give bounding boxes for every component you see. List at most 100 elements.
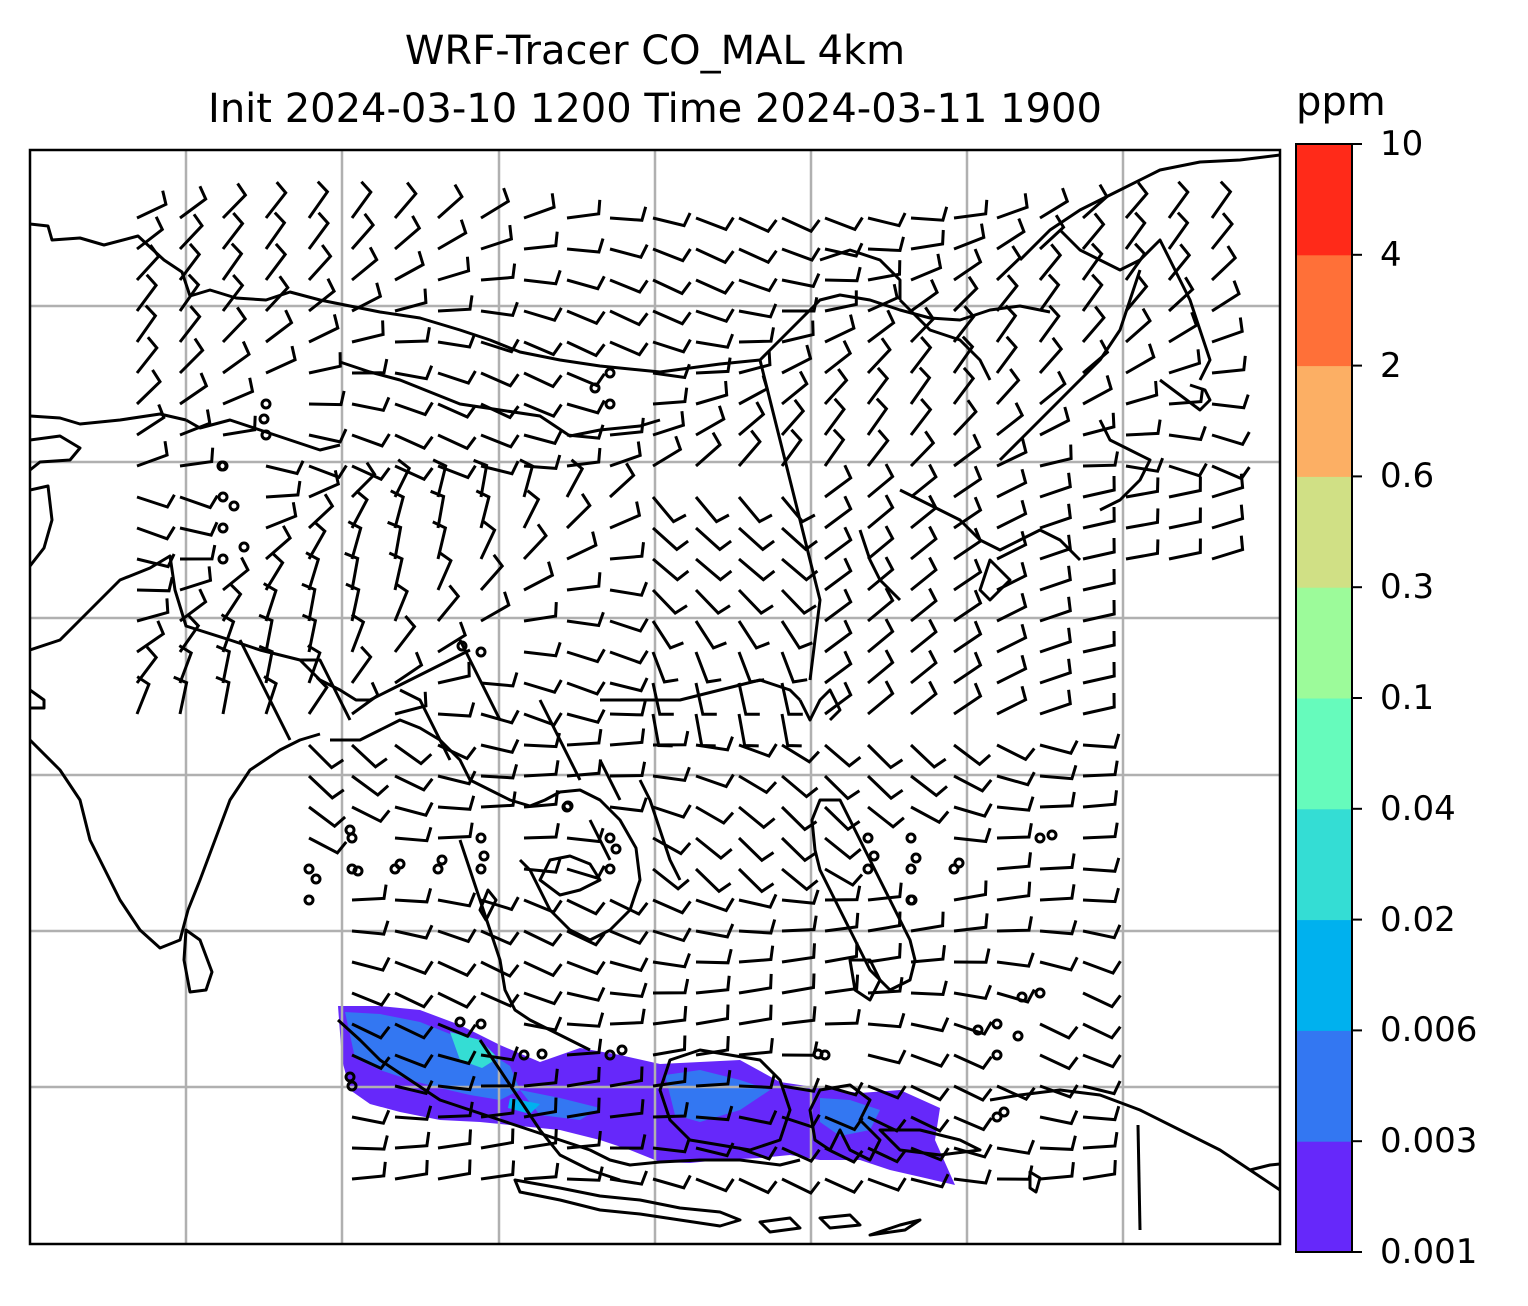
wind-barb <box>523 712 563 727</box>
wind-barb <box>523 1016 563 1032</box>
wind-barb <box>995 304 1018 343</box>
wind-barb <box>566 199 602 220</box>
wind-barb <box>1081 273 1104 312</box>
wind-barb <box>738 303 778 319</box>
wind-barb <box>1125 380 1159 406</box>
wind-barb <box>953 1115 993 1132</box>
wind-barb <box>437 661 471 685</box>
wind-barb <box>221 212 245 250</box>
wind-barb <box>566 1066 601 1088</box>
wind-barb-calm <box>475 863 487 875</box>
wind-barb <box>136 598 170 623</box>
wind-barb <box>695 897 735 913</box>
colorbar-band <box>1296 476 1352 588</box>
wind-barb <box>136 216 165 251</box>
wind-barb <box>566 309 606 326</box>
wind-barb <box>480 738 520 755</box>
wind-barb <box>1082 733 1121 749</box>
wind-barb-calm <box>260 398 272 410</box>
wind-barb <box>996 822 1033 840</box>
wind-barb <box>996 796 1035 812</box>
wind-barb <box>307 644 322 684</box>
wind-barb <box>652 804 692 819</box>
wind-barb <box>910 1173 950 1189</box>
wind-barb <box>566 275 606 291</box>
wind-barb <box>609 898 649 916</box>
wind-barb <box>1039 853 1076 871</box>
wind-barb <box>179 566 213 592</box>
wind-barb <box>1082 506 1116 530</box>
wind-barb <box>394 215 422 251</box>
wind-barb <box>780 588 817 616</box>
wind-barb <box>479 520 497 560</box>
wind-barb <box>823 397 846 436</box>
wind-barb <box>394 1080 434 1096</box>
wind-barb <box>781 216 821 234</box>
wind-barb <box>522 523 548 561</box>
wind-barb <box>480 460 520 476</box>
wind-barb <box>351 1161 387 1181</box>
wind-barb <box>437 1022 477 1039</box>
wind-barb <box>910 494 938 530</box>
wind-barb <box>695 247 735 265</box>
wind-barb <box>394 326 431 344</box>
wind-barb <box>179 544 217 561</box>
wind-barb <box>609 982 648 999</box>
wind-barb <box>1211 355 1247 375</box>
wind-barb-calm <box>604 832 616 844</box>
wind-barb <box>1039 534 1072 561</box>
wind-barb <box>307 244 333 282</box>
wind-barb <box>1039 919 1078 936</box>
wind-barb-calm <box>303 894 315 906</box>
wind-barb-calm <box>1046 829 1058 841</box>
wind-barb <box>1211 504 1245 530</box>
wind-barb <box>738 973 773 995</box>
wind-barb <box>781 774 819 799</box>
wind-barb <box>996 193 1029 220</box>
wind-barb <box>136 553 176 569</box>
wind-barb <box>738 327 775 344</box>
wind-barb <box>996 988 1036 1004</box>
wind-barb <box>651 496 687 524</box>
wind-barb <box>996 881 1032 902</box>
wind-barb <box>953 948 991 964</box>
wind-barb-calm <box>604 398 616 410</box>
wind-barb <box>1082 630 1116 654</box>
wind-barb <box>1039 689 1072 716</box>
wind-barb <box>737 836 775 863</box>
wind-barb <box>351 1022 391 1040</box>
wind-barb <box>910 525 938 561</box>
colorbar-tick-label: 0.04 <box>1380 788 1456 829</box>
wind-barb <box>909 398 933 436</box>
wind-barb <box>738 1109 778 1126</box>
wind-barb <box>523 561 555 592</box>
wind-barb <box>910 649 938 685</box>
wind-barb <box>1125 508 1160 530</box>
wind-barb <box>652 1174 692 1190</box>
wind-barb <box>173 675 189 715</box>
wind-barb <box>738 743 778 758</box>
wind-barb <box>866 366 890 405</box>
wind-barb <box>265 480 302 499</box>
wind-barb <box>308 428 348 444</box>
wind-barb <box>780 398 806 436</box>
wind-barb <box>437 960 477 978</box>
wind-barb <box>1039 1084 1079 1099</box>
wind-barb <box>608 462 636 499</box>
wind-barb <box>1167 276 1195 313</box>
wind-barb <box>866 743 904 770</box>
wind-barb <box>265 502 298 530</box>
colorbar-tick-label: 2 <box>1380 345 1402 386</box>
wind-barb <box>609 700 647 717</box>
wind-barb <box>179 588 208 623</box>
wind-barb <box>738 401 766 437</box>
wind-barb <box>394 365 434 381</box>
wind-barb <box>652 247 692 263</box>
wind-barb <box>307 774 345 800</box>
wind-barb <box>694 682 717 716</box>
wind-barb <box>1082 451 1119 468</box>
wind-barb <box>479 553 505 591</box>
wind-barb <box>867 1115 907 1133</box>
wind-barb <box>996 852 1032 871</box>
wind-barb <box>996 916 1033 933</box>
